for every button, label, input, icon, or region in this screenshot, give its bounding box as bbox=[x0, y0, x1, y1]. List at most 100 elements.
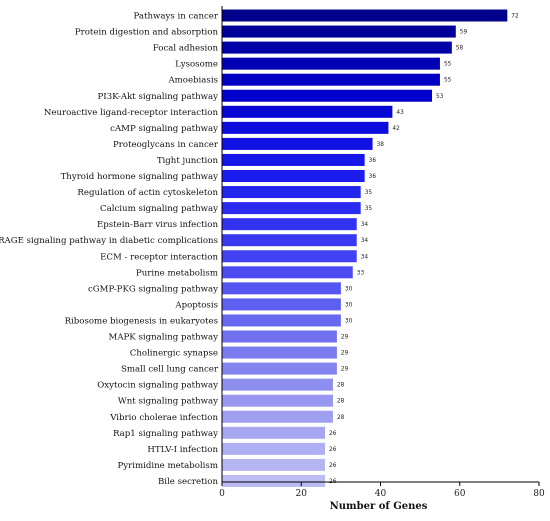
value-label: 55 bbox=[444, 78, 452, 84]
category-label: Amoebiasis bbox=[167, 76, 218, 86]
value-label: 28 bbox=[337, 399, 345, 405]
value-label: 43 bbox=[396, 110, 404, 116]
category-label: cAMP signaling pathway bbox=[110, 124, 218, 134]
category-label: Cholinergic synapse bbox=[130, 349, 218, 359]
category-label: Wnt signaling pathway bbox=[118, 397, 218, 407]
bar bbox=[222, 266, 353, 279]
category-label: Pyrimidine metabolism bbox=[117, 461, 218, 471]
bar bbox=[222, 105, 393, 118]
category-label: Regulation of actin cytoskeleton bbox=[77, 188, 218, 198]
bar bbox=[222, 218, 357, 231]
value-label: 26 bbox=[329, 431, 337, 437]
category-label: HTLV-I infection bbox=[147, 445, 218, 455]
value-label: 34 bbox=[361, 238, 369, 244]
bar bbox=[222, 474, 326, 487]
category-label: PI3K-Akt signaling pathway bbox=[98, 92, 219, 102]
value-label: 35 bbox=[365, 190, 373, 196]
value-label: 30 bbox=[345, 302, 353, 308]
bar bbox=[222, 9, 508, 22]
value-label: 42 bbox=[392, 126, 400, 132]
bar bbox=[222, 314, 341, 327]
category-label: Purine metabolism bbox=[136, 268, 218, 278]
category-labels-group: Pathways in cancer Protein digestion and … bbox=[0, 12, 219, 487]
bar bbox=[222, 250, 357, 263]
bars-group bbox=[222, 9, 508, 487]
value-label: 36 bbox=[369, 174, 377, 180]
category-label: Focal adhesion bbox=[153, 44, 219, 54]
value-label: 33 bbox=[357, 270, 365, 276]
category-label: ECM - receptor interaction bbox=[100, 252, 218, 262]
value-label: 34 bbox=[361, 222, 369, 228]
x-tick-label: 60 bbox=[454, 489, 466, 499]
category-label: Protein digestion and absorption bbox=[75, 28, 219, 38]
category-label: Vibrio cholerae infection bbox=[109, 413, 218, 423]
category-label: Neuroactive ligand-receptor interaction bbox=[44, 108, 219, 118]
category-label: Epstein-Barr virus infection bbox=[97, 220, 218, 230]
category-label: Calcium signaling pathway bbox=[100, 204, 218, 214]
value-label: 26 bbox=[329, 447, 337, 453]
value-label: 28 bbox=[337, 415, 345, 421]
value-label: 55 bbox=[444, 62, 452, 68]
bar bbox=[222, 25, 456, 38]
bar bbox=[222, 362, 337, 375]
value-label: 38 bbox=[377, 142, 385, 148]
x-tick-label: 20 bbox=[296, 489, 308, 499]
value-label: 58 bbox=[456, 46, 464, 52]
category-label: Ribosome biogenesis in eukaryotes bbox=[65, 316, 218, 326]
bar bbox=[222, 57, 440, 70]
value-label: 30 bbox=[345, 318, 353, 324]
value-label: 72 bbox=[511, 14, 519, 20]
x-tick-label: 0 bbox=[219, 489, 225, 499]
category-label: Small cell lung cancer bbox=[121, 365, 219, 375]
bar bbox=[222, 346, 337, 359]
bar bbox=[222, 121, 389, 134]
bar bbox=[222, 234, 357, 247]
category-label: Rap1 signaling pathway bbox=[113, 429, 218, 439]
bar bbox=[222, 137, 373, 150]
value-label: 26 bbox=[329, 463, 337, 469]
bar bbox=[222, 458, 326, 471]
value-label: 29 bbox=[341, 335, 349, 341]
category-label: cGMP-PKG signaling pathway bbox=[88, 284, 218, 294]
bar bbox=[222, 41, 452, 54]
bar bbox=[222, 426, 326, 439]
value-label: 59 bbox=[460, 30, 468, 36]
value-label: 34 bbox=[361, 254, 369, 260]
category-label: Apoptosis bbox=[174, 300, 218, 310]
value-label: 29 bbox=[341, 367, 349, 373]
bar bbox=[222, 170, 365, 182]
bar bbox=[222, 153, 365, 166]
value-label: 53 bbox=[436, 94, 444, 100]
bar bbox=[222, 186, 361, 199]
bar bbox=[222, 73, 440, 86]
bar bbox=[222, 410, 333, 423]
bar bbox=[222, 442, 326, 455]
category-label: Tight junction bbox=[157, 156, 219, 166]
x-tick-label: 80 bbox=[533, 489, 545, 499]
category-label: Lysosome bbox=[175, 60, 218, 70]
axes-group: 0 20 40 60 80 bbox=[219, 6, 545, 499]
bar bbox=[222, 202, 361, 215]
value-label: 28 bbox=[337, 383, 345, 389]
bar bbox=[222, 394, 333, 407]
category-label: Oxytocin signaling pathway bbox=[97, 381, 218, 391]
value-label: 29 bbox=[341, 351, 349, 357]
category-label: Proteoglycans in cancer bbox=[113, 140, 219, 150]
bar bbox=[222, 298, 341, 311]
bar bbox=[222, 89, 433, 102]
value-label: 36 bbox=[369, 158, 377, 164]
value-label: 30 bbox=[345, 286, 353, 292]
value-label: 35 bbox=[365, 206, 373, 212]
category-label: AGE-RAGE signaling pathway in diabetic c… bbox=[0, 236, 218, 246]
category-label: Thyroid hormone signaling pathway bbox=[61, 172, 219, 182]
category-label: Pathways in cancer bbox=[134, 12, 219, 22]
x-axis-title: Number of Genes bbox=[330, 501, 428, 512]
category-label: MAPK signaling pathway bbox=[109, 333, 219, 343]
x-tick-label: 40 bbox=[375, 489, 387, 499]
bar bbox=[222, 282, 341, 295]
bar bbox=[222, 378, 333, 391]
bar bbox=[222, 330, 337, 343]
category-label: Bile secretion bbox=[158, 477, 219, 487]
